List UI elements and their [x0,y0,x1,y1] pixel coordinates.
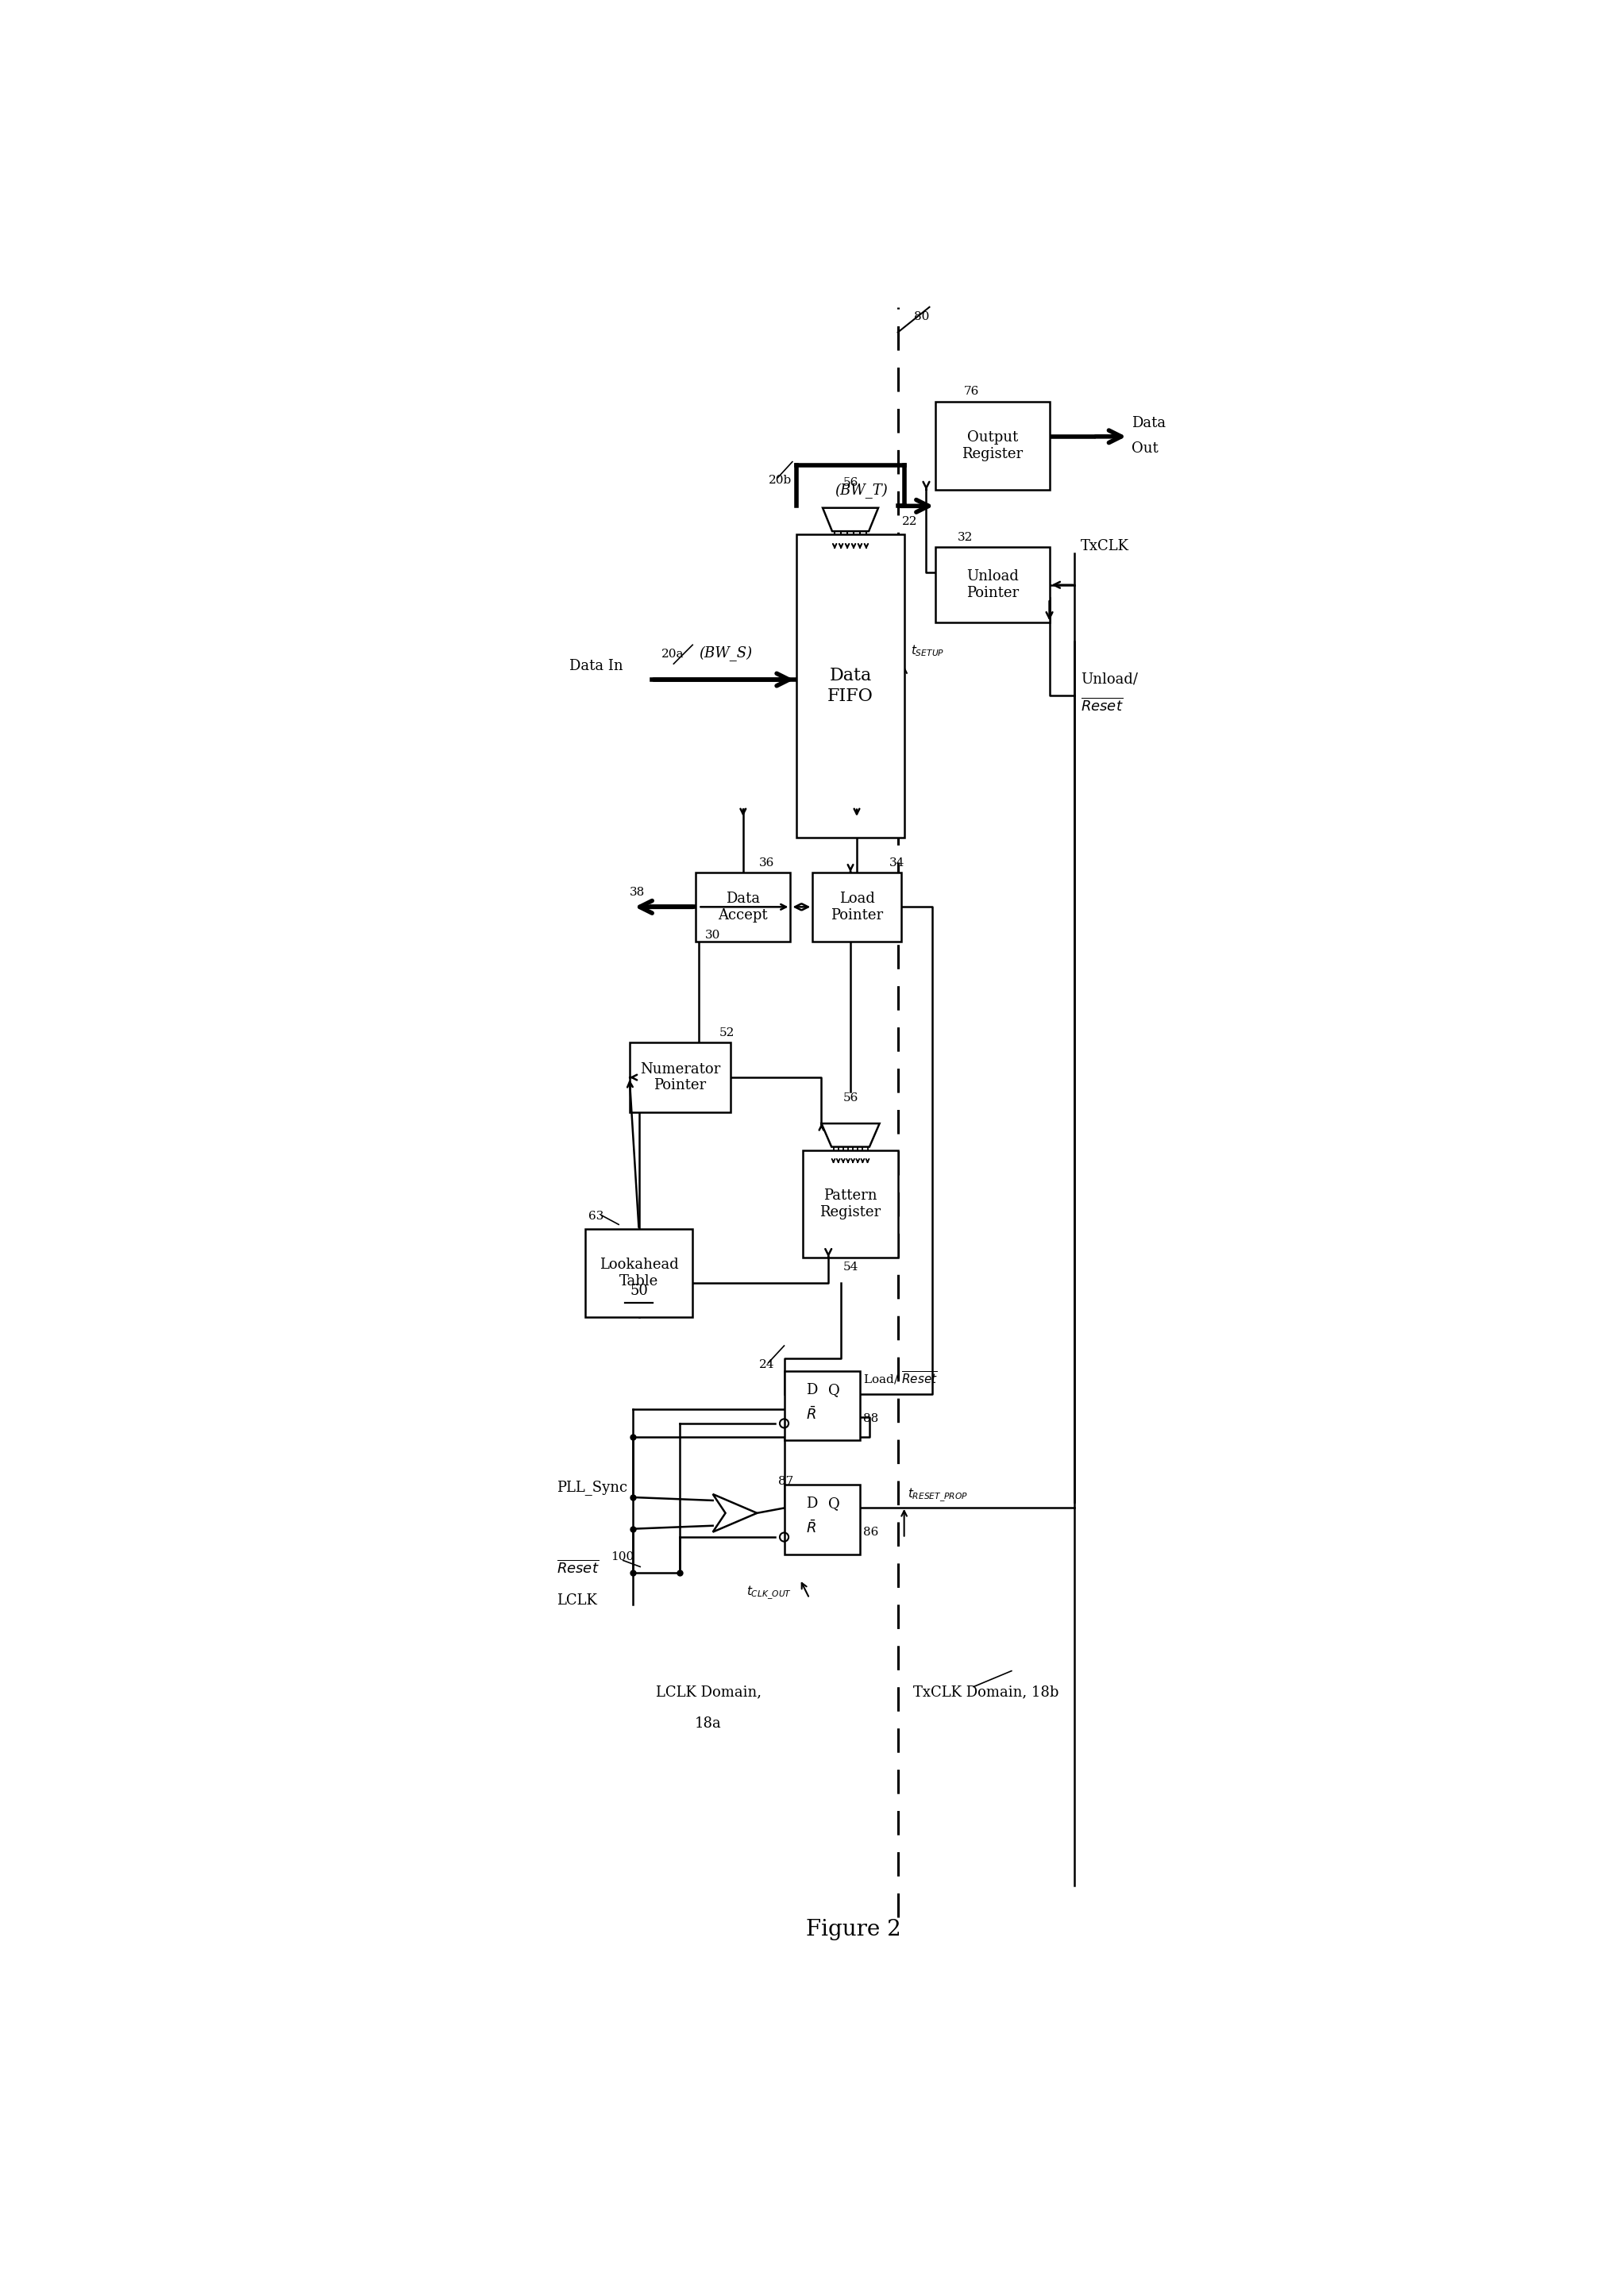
Text: LCLK Domain,: LCLK Domain, [656,1685,762,1699]
Text: Output
Register: Output Register [962,432,1023,461]
Text: 20b: 20b [768,475,792,487]
Text: 88: 88 [863,1412,879,1424]
Text: Load/ $\overline{Reset}$: Load/ $\overline{Reset}$ [863,1371,938,1387]
Text: LCLK: LCLK [557,1593,597,1607]
Text: $t_{CLK\_OUT}$: $t_{CLK\_OUT}$ [746,1584,792,1600]
Text: 52: 52 [719,1029,735,1038]
Text: 76: 76 [964,386,980,397]
Polygon shape [712,1495,757,1531]
Text: 36: 36 [759,856,775,868]
FancyBboxPatch shape [585,1228,693,1318]
Text: 24: 24 [759,1359,775,1371]
Text: Data: Data [1131,416,1166,429]
Text: 22: 22 [903,517,917,528]
Text: Q: Q [828,1497,840,1511]
Text: $\bar{R}$: $\bar{R}$ [807,1520,816,1536]
Text: PLL_Sync: PLL_Sync [557,1481,627,1495]
Text: 32: 32 [958,533,974,544]
FancyBboxPatch shape [696,872,791,941]
Text: 80: 80 [914,310,929,321]
Text: Data
FIFO: Data FIFO [828,668,874,705]
Text: TxCLK Domain, 18b: TxCLK Domain, 18b [913,1685,1059,1699]
Text: 30: 30 [706,930,720,941]
Text: 18a: 18a [695,1717,722,1731]
Text: Q: Q [828,1382,840,1398]
Text: 87: 87 [778,1476,792,1488]
Text: 34: 34 [890,856,905,868]
Text: 54: 54 [842,1261,858,1272]
Polygon shape [823,507,879,530]
Text: Numerator
Pointer: Numerator Pointer [640,1063,720,1093]
Text: 38: 38 [629,886,645,898]
Text: Load
Pointer: Load Pointer [831,891,884,923]
Text: D: D [807,1382,818,1398]
Text: $\overline{Reset}$: $\overline{Reset}$ [557,1559,600,1577]
Text: 56: 56 [842,1093,858,1104]
Text: Lookahead
Table: Lookahead Table [600,1258,678,1288]
FancyBboxPatch shape [935,546,1049,622]
Text: 86: 86 [863,1527,879,1538]
Text: $\overline{Reset}$: $\overline{Reset}$ [1081,698,1123,714]
FancyBboxPatch shape [935,402,1049,489]
Text: 20a: 20a [661,650,683,659]
FancyBboxPatch shape [813,872,901,941]
Text: $\bar{R}$: $\bar{R}$ [807,1407,816,1424]
FancyBboxPatch shape [797,535,905,838]
Text: Unload
Pointer: Unload Pointer [966,569,1019,599]
Text: (BW_T): (BW_T) [834,482,887,498]
Text: $t_{SETUP}$: $t_{SETUP}$ [911,643,945,659]
FancyBboxPatch shape [784,1371,860,1440]
Polygon shape [821,1123,879,1148]
Text: Unload/: Unload/ [1081,673,1139,687]
Text: 50: 50 [630,1283,648,1297]
FancyBboxPatch shape [629,1042,730,1111]
FancyBboxPatch shape [784,1486,860,1554]
Text: D: D [807,1497,818,1511]
Text: Pattern
Register: Pattern Register [820,1189,881,1219]
FancyBboxPatch shape [804,1150,898,1258]
Text: 63: 63 [589,1210,603,1221]
Text: 100: 100 [611,1552,634,1564]
Text: Out: Out [1131,441,1158,455]
Text: $t_{RESET\_PROP}$: $t_{RESET\_PROP}$ [908,1486,967,1504]
Text: Data In: Data In [569,659,622,673]
Text: TxCLK: TxCLK [1081,540,1129,553]
Text: 56: 56 [842,478,858,489]
Text: Data
Accept: Data Accept [719,891,768,923]
Text: Figure 2: Figure 2 [807,1919,901,1940]
Text: (BW_S): (BW_S) [699,645,752,661]
